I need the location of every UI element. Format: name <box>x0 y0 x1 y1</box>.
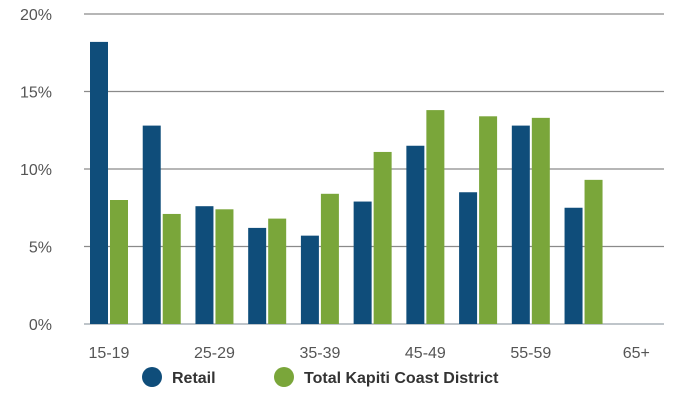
bar-total-kapiti-coast-district-30-34 <box>268 218 287 324</box>
bar-retail-15-19 <box>90 41 108 325</box>
bar-retail-25-29 <box>195 206 214 324</box>
x-tick-label: 45-49 <box>405 345 446 362</box>
bar-retail-55-59 <box>511 125 530 324</box>
bar-total-kapiti-coast-district-20-24 <box>162 213 181 324</box>
legend-label-retail: Retail <box>172 370 216 387</box>
y-tick-label: 20% <box>20 7 52 24</box>
y-tick-label: 10% <box>20 162 52 179</box>
y-axis-ticks: 0% 5% 10% 15% 20% <box>20 7 52 334</box>
bar-total-kapiti-coast-district-15-19 <box>110 200 128 324</box>
x-axis-ticks: 15-19 25-29 35-39 45-49 55-59 65+ <box>89 345 650 362</box>
y-tick-label: 15% <box>20 85 52 102</box>
legend: Retail Total Kapiti Coast District <box>142 367 499 387</box>
bars <box>90 41 603 325</box>
bar-retail-45-49 <box>406 145 425 324</box>
bar-total-kapiti-coast-district-40-44 <box>373 151 392 324</box>
bar-total-kapiti-coast-district-35-39 <box>320 193 339 324</box>
x-tick-label: 15-19 <box>89 345 130 362</box>
bar-total-kapiti-coast-district-55-59 <box>531 117 550 324</box>
bar-total-kapiti-coast-district-50-54 <box>479 116 498 324</box>
y-tick-label: 0% <box>29 317 52 334</box>
bar-retail-20-24 <box>142 125 161 324</box>
bar-retail-35-39 <box>300 235 319 324</box>
bar-total-kapiti-coast-district-25-29 <box>215 209 234 324</box>
bar-retail-40-44 <box>353 201 372 324</box>
y-tick-label: 5% <box>29 240 52 257</box>
bar-retail-60-64 <box>564 207 583 324</box>
legend-marker-total-kapiti-coast-district <box>274 367 294 387</box>
bar-retail-30-34 <box>248 227 267 324</box>
x-tick-label: 55-59 <box>510 345 551 362</box>
legend-marker-retail <box>142 367 162 387</box>
x-tick-label: 35-39 <box>299 345 340 362</box>
bar-total-kapiti-coast-district-60-64 <box>584 179 603 324</box>
bar-retail-50-54 <box>459 192 478 324</box>
bar-total-kapiti-coast-district-45-49 <box>426 110 445 324</box>
x-tick-label: 25-29 <box>194 345 235 362</box>
legend-label-total-kapiti-coast-district: Total Kapiti Coast District <box>304 370 499 387</box>
x-tick-label: 65+ <box>623 345 650 362</box>
